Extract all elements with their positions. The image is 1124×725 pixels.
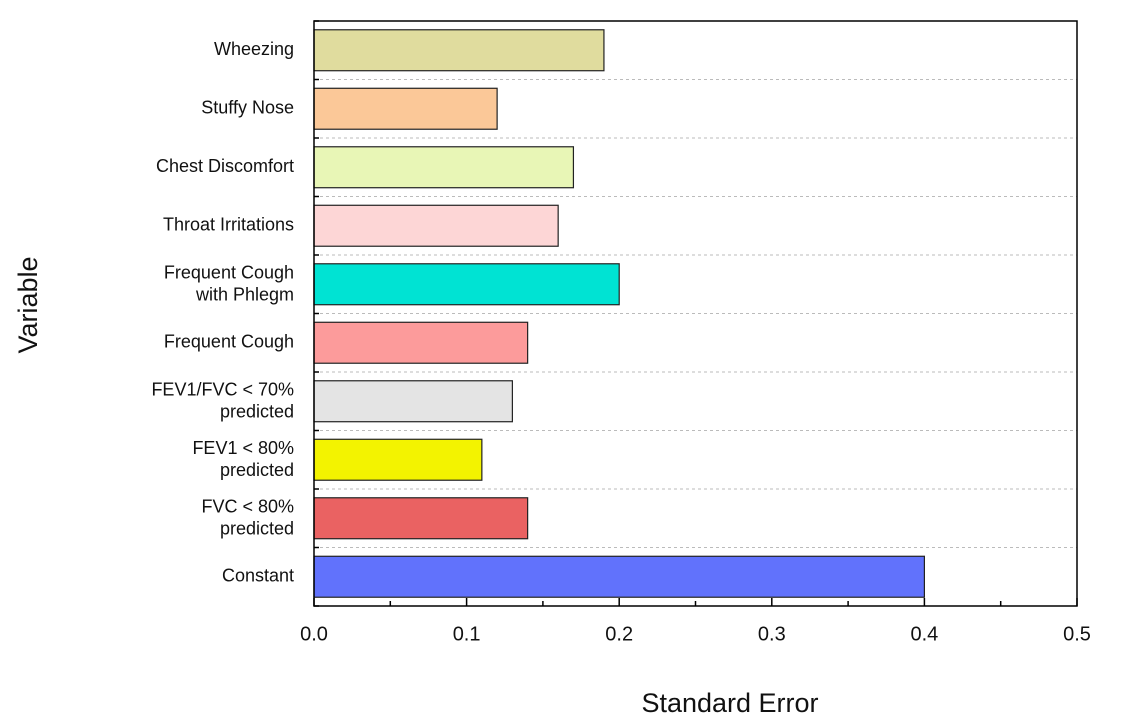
x-tick-label: 0.3 xyxy=(758,623,786,645)
bar xyxy=(313,204,559,247)
x-tick-label: 0.1 xyxy=(453,623,481,645)
x-axis-title: Standard Error xyxy=(641,688,818,718)
y-tick-label: Stuffy Nose xyxy=(201,98,294,118)
bar xyxy=(313,321,529,364)
x-tick-label: 0.0 xyxy=(300,623,328,645)
bar xyxy=(313,263,620,306)
bar xyxy=(313,380,513,423)
y-tick-label: Wheezing xyxy=(214,39,294,59)
x-tick-label: 0.5 xyxy=(1063,623,1091,645)
y-tick-label: Chest Discomfort xyxy=(156,156,294,176)
y-tick-label: Throat Irritations xyxy=(163,215,294,235)
y-tick-label: Frequent Cough xyxy=(164,332,294,352)
y-tick-label: Frequent Cough with Phlegm xyxy=(164,262,294,304)
y-tick-label: FEV1 < 80% predicted xyxy=(192,438,294,480)
bar xyxy=(313,497,529,540)
x-tick-label: 0.2 xyxy=(605,623,633,645)
plot-frame xyxy=(313,20,1078,607)
bar xyxy=(313,555,926,598)
bar xyxy=(313,29,605,72)
bar xyxy=(313,87,498,130)
bar xyxy=(313,146,575,189)
y-tick-label: FEV1/FVC < 70% predicted xyxy=(151,379,294,421)
y-tick-label: Constant xyxy=(222,566,294,586)
y-axis-title: Variable xyxy=(13,256,43,353)
bar xyxy=(313,438,483,481)
y-tick-label: FVC < 80% predicted xyxy=(201,496,294,538)
x-tick-label: 0.4 xyxy=(910,623,938,645)
